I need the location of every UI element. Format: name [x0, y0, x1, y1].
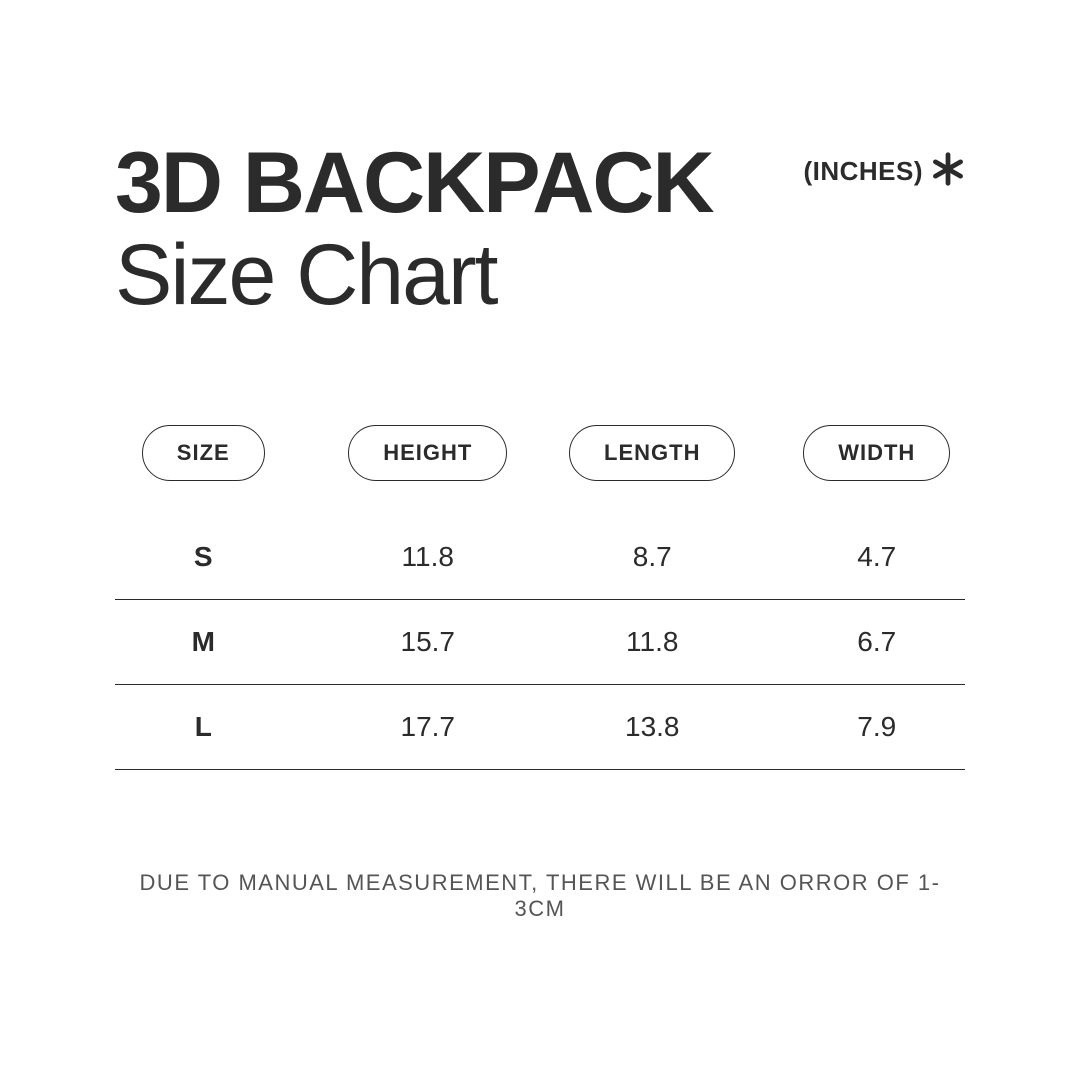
cell-size: L: [115, 711, 292, 743]
unit-label: (INCHES): [803, 156, 923, 187]
title-block: 3D BACKPACK Size Chart: [115, 140, 713, 325]
unit-block: (INCHES): [803, 152, 965, 191]
column-header: HEIGHT: [340, 425, 517, 481]
size-chart-table: SIZE HEIGHT LENGTH WIDTH S 11.8 8.7 4.7 …: [115, 425, 965, 770]
cell-length: 8.7: [564, 541, 741, 573]
cell-width: 7.9: [789, 711, 966, 743]
cell-height: 15.7: [340, 626, 517, 658]
table-row: L 17.7 13.8 7.9: [115, 685, 965, 770]
title-line-2: Size Chart: [115, 226, 713, 325]
column-header: LENGTH: [564, 425, 741, 481]
cell-height: 17.7: [340, 711, 517, 743]
column-header: SIZE: [115, 425, 292, 481]
cell-size: S: [115, 541, 292, 573]
column-header-height: HEIGHT: [348, 425, 507, 481]
header: 3D BACKPACK Size Chart (INCHES): [115, 140, 965, 325]
table-row: M 15.7 11.8 6.7: [115, 600, 965, 685]
cell-height: 11.8: [340, 541, 517, 573]
column-header-length: LENGTH: [569, 425, 735, 481]
column-header-width: WIDTH: [803, 425, 950, 481]
cell-length: 13.8: [564, 711, 741, 743]
table-header-row: SIZE HEIGHT LENGTH WIDTH: [115, 425, 965, 481]
column-header-size: SIZE: [142, 425, 265, 481]
footnote: DUE TO MANUAL MEASUREMENT, THERE WILL BE…: [115, 870, 965, 922]
cell-width: 6.7: [789, 626, 966, 658]
cell-length: 11.8: [564, 626, 741, 658]
asterisk-icon: [931, 152, 965, 191]
cell-width: 4.7: [789, 541, 966, 573]
column-header: WIDTH: [789, 425, 966, 481]
cell-size: M: [115, 626, 292, 658]
title-line-1: 3D BACKPACK: [115, 140, 713, 226]
table-row: S 11.8 8.7 4.7: [115, 515, 965, 600]
